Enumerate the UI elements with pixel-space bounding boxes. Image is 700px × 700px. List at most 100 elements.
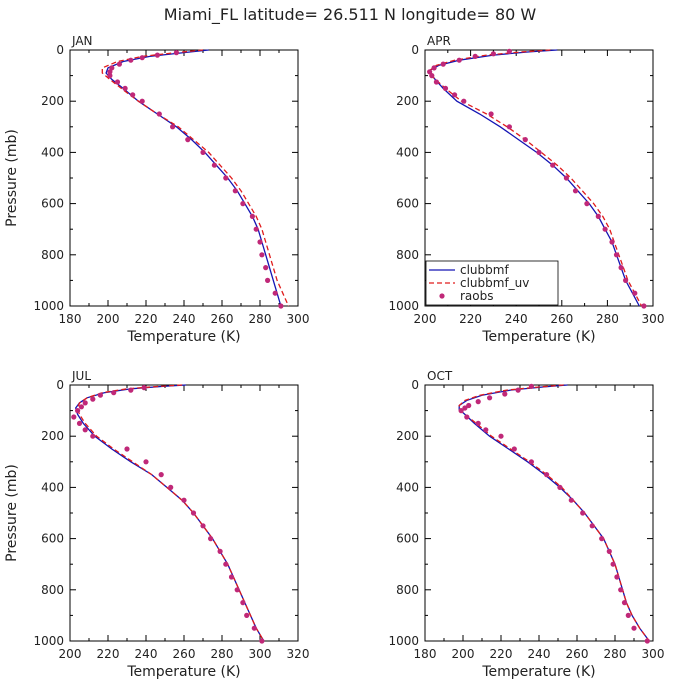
raobs-point bbox=[107, 73, 113, 79]
series-clubbmf-uv bbox=[101, 49, 290, 307]
y-tick-label: 0 bbox=[411, 43, 419, 57]
y-tick-label: 1000 bbox=[388, 634, 419, 648]
raobs-point bbox=[584, 201, 590, 207]
raobs-point bbox=[141, 385, 147, 391]
raobs-point bbox=[623, 277, 629, 283]
raobs-point bbox=[168, 484, 174, 490]
legend-box bbox=[425, 260, 559, 306]
raobs-point bbox=[181, 497, 187, 503]
raobs-point bbox=[200, 523, 206, 529]
raobs-point bbox=[511, 446, 517, 452]
y-tick-label: 0 bbox=[56, 378, 64, 392]
raobs-point bbox=[610, 561, 616, 567]
figure-title: Miami_FL latitude= 26.511 N longitude= 8… bbox=[164, 5, 537, 25]
x-tick-label: 240 bbox=[505, 312, 528, 326]
y-tick-label: 400 bbox=[396, 145, 419, 159]
y-tick-label: 1000 bbox=[388, 299, 419, 313]
y-tick-label: 0 bbox=[56, 43, 64, 57]
x-tick-label: 200 bbox=[97, 312, 120, 326]
raobs-point bbox=[528, 459, 535, 465]
y-tick-label: 400 bbox=[41, 145, 64, 159]
raobs-point bbox=[272, 290, 278, 296]
x-tick-label: 240 bbox=[528, 647, 551, 661]
x-tick-label: 220 bbox=[459, 312, 482, 326]
raobs-point bbox=[613, 252, 620, 258]
raobs-point bbox=[257, 239, 263, 245]
raobs-point bbox=[632, 290, 638, 296]
raobs-point bbox=[259, 252, 265, 258]
y-tick-label: 600 bbox=[41, 532, 64, 546]
y-axis-label: Pressure (mb) bbox=[4, 464, 20, 562]
x-tick-label: 260 bbox=[566, 647, 589, 661]
raobs-point bbox=[515, 387, 521, 393]
raobs-point bbox=[154, 52, 160, 58]
raobs-point bbox=[90, 396, 96, 402]
raobs-point bbox=[259, 638, 265, 644]
raobs-point bbox=[458, 408, 464, 414]
x-tick-label: 300 bbox=[642, 647, 665, 661]
x-tick-label: 320 bbox=[287, 647, 310, 661]
y-tick-label: 800 bbox=[41, 248, 64, 262]
raobs-point bbox=[223, 561, 229, 567]
raobs-point bbox=[240, 600, 246, 606]
y-tick-label: 600 bbox=[396, 532, 419, 546]
raobs-point bbox=[483, 427, 489, 433]
raobs-point bbox=[114, 79, 121, 85]
raobs-point bbox=[431, 65, 437, 71]
x-tick-label: 260 bbox=[550, 312, 573, 326]
x-tick-label: 200 bbox=[452, 647, 475, 661]
y-tick-label: 200 bbox=[396, 429, 419, 443]
raobs-point bbox=[536, 149, 542, 155]
raobs-point bbox=[211, 162, 217, 168]
x-tick-label: 220 bbox=[135, 312, 158, 326]
raobs-point bbox=[128, 57, 134, 63]
raobs-point bbox=[111, 390, 117, 396]
raobs-point bbox=[580, 510, 586, 516]
panel-oct: OCT 180 200 220 240 260 280 300 0 200 400 600 800 100… bbox=[388, 369, 664, 680]
raobs-point bbox=[502, 391, 508, 397]
raobs-point bbox=[124, 446, 130, 452]
raobs-point bbox=[156, 111, 162, 117]
y-tick-label: 200 bbox=[396, 94, 419, 108]
raobs-point bbox=[90, 433, 96, 439]
raobs-point bbox=[461, 98, 467, 104]
raobs-point bbox=[122, 85, 128, 91]
raobs-point bbox=[232, 188, 238, 194]
raobs-point bbox=[618, 265, 624, 271]
x-axis-label: Temperature (K) bbox=[481, 664, 595, 680]
x-tick-label: 200 bbox=[59, 647, 82, 661]
raobs-point bbox=[173, 50, 179, 56]
x-tick-label: 220 bbox=[97, 647, 120, 661]
raobs-point bbox=[76, 420, 83, 426]
raobs-point bbox=[464, 414, 470, 420]
raobs-point bbox=[490, 51, 496, 57]
raobs-point bbox=[185, 137, 191, 143]
raobs-point bbox=[606, 548, 612, 555]
raobs-point bbox=[263, 265, 269, 271]
raobs-point bbox=[506, 124, 512, 130]
series-clubbmf bbox=[74, 384, 265, 642]
raobs-point bbox=[228, 574, 235, 580]
x-tick-label: 260 bbox=[211, 312, 234, 326]
legend-label: clubbmf bbox=[460, 263, 509, 277]
raobs-point bbox=[433, 79, 439, 85]
raobs-point bbox=[240, 201, 246, 207]
y-tick-label: 600 bbox=[41, 197, 64, 211]
panel-label: JUL bbox=[71, 369, 91, 383]
raobs-point bbox=[618, 587, 624, 593]
raobs-point bbox=[251, 625, 257, 631]
panel-jul: JUL 200 220 240 260 280 300 320 0 200 400 600 800 100… bbox=[4, 369, 309, 680]
raobs-point bbox=[452, 92, 458, 98]
y-tick-label: 400 bbox=[396, 480, 419, 494]
raobs-point bbox=[265, 277, 271, 283]
raobs-point bbox=[278, 303, 284, 309]
x-tick-label: 180 bbox=[59, 312, 82, 326]
raobs-point bbox=[249, 213, 255, 219]
raobs-point bbox=[223, 175, 229, 181]
raobs-point bbox=[71, 414, 77, 420]
raobs-point bbox=[244, 612, 250, 619]
raobs-point bbox=[614, 574, 620, 580]
x-tick-label: 280 bbox=[596, 312, 619, 326]
raobs-point bbox=[544, 472, 550, 478]
